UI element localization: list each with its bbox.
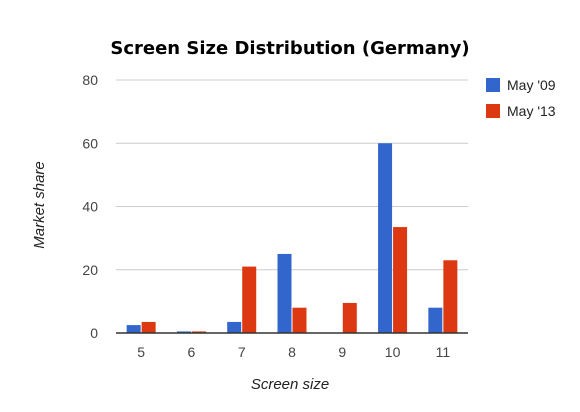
- y-axis-title: Market share: [31, 161, 48, 249]
- x-axis-title: Screen size: [251, 376, 329, 393]
- gridlines: [116, 79, 468, 271]
- bar-series-2-9: [342, 302, 357, 333]
- bar-series-1-8: [277, 253, 292, 333]
- x-tick-label: 7: [238, 344, 246, 360]
- bar-series-1-5: [126, 325, 141, 333]
- legend: May '09 May '13: [486, 77, 556, 119]
- x-tick-label: 8: [288, 344, 296, 360]
- legend-label: May '13: [507, 103, 556, 119]
- bar-series-1-7: [227, 321, 242, 333]
- y-tick-label: 60: [82, 135, 98, 151]
- x-tick-label: 11: [436, 344, 451, 360]
- bar-series-2-8: [292, 307, 307, 333]
- x-tick-label: 6: [188, 344, 196, 360]
- y-tick-label: 40: [82, 199, 98, 215]
- x-tick-labels: 5 6 7 8 9 10 11: [137, 344, 450, 360]
- legend-swatch: [486, 104, 500, 118]
- bar-series-1-6: [176, 331, 191, 333]
- bar-series-2-5: [141, 321, 156, 333]
- bar-series-1-10: [378, 143, 393, 333]
- bar-series-1-11: [428, 307, 443, 333]
- x-tick-label: 5: [137, 344, 145, 360]
- legend-swatch: [486, 78, 500, 92]
- chart-title: Screen Size Distribution (Germany): [110, 38, 469, 59]
- x-tick-label: 9: [338, 344, 346, 360]
- y-tick-label: 80: [82, 72, 98, 88]
- bars: [126, 143, 458, 333]
- y-tick-label: 20: [82, 262, 98, 278]
- y-tick-label: 0: [90, 325, 98, 341]
- bar-series-2-6: [191, 331, 206, 333]
- y-tick-labels: 0 20 40 60 80: [82, 72, 98, 341]
- bar-series-2-11: [443, 260, 458, 333]
- legend-label: May '09: [507, 77, 556, 93]
- bar-series-2-7: [242, 266, 257, 333]
- x-tick-label: 10: [385, 344, 401, 360]
- bar-series-2-10: [393, 227, 408, 333]
